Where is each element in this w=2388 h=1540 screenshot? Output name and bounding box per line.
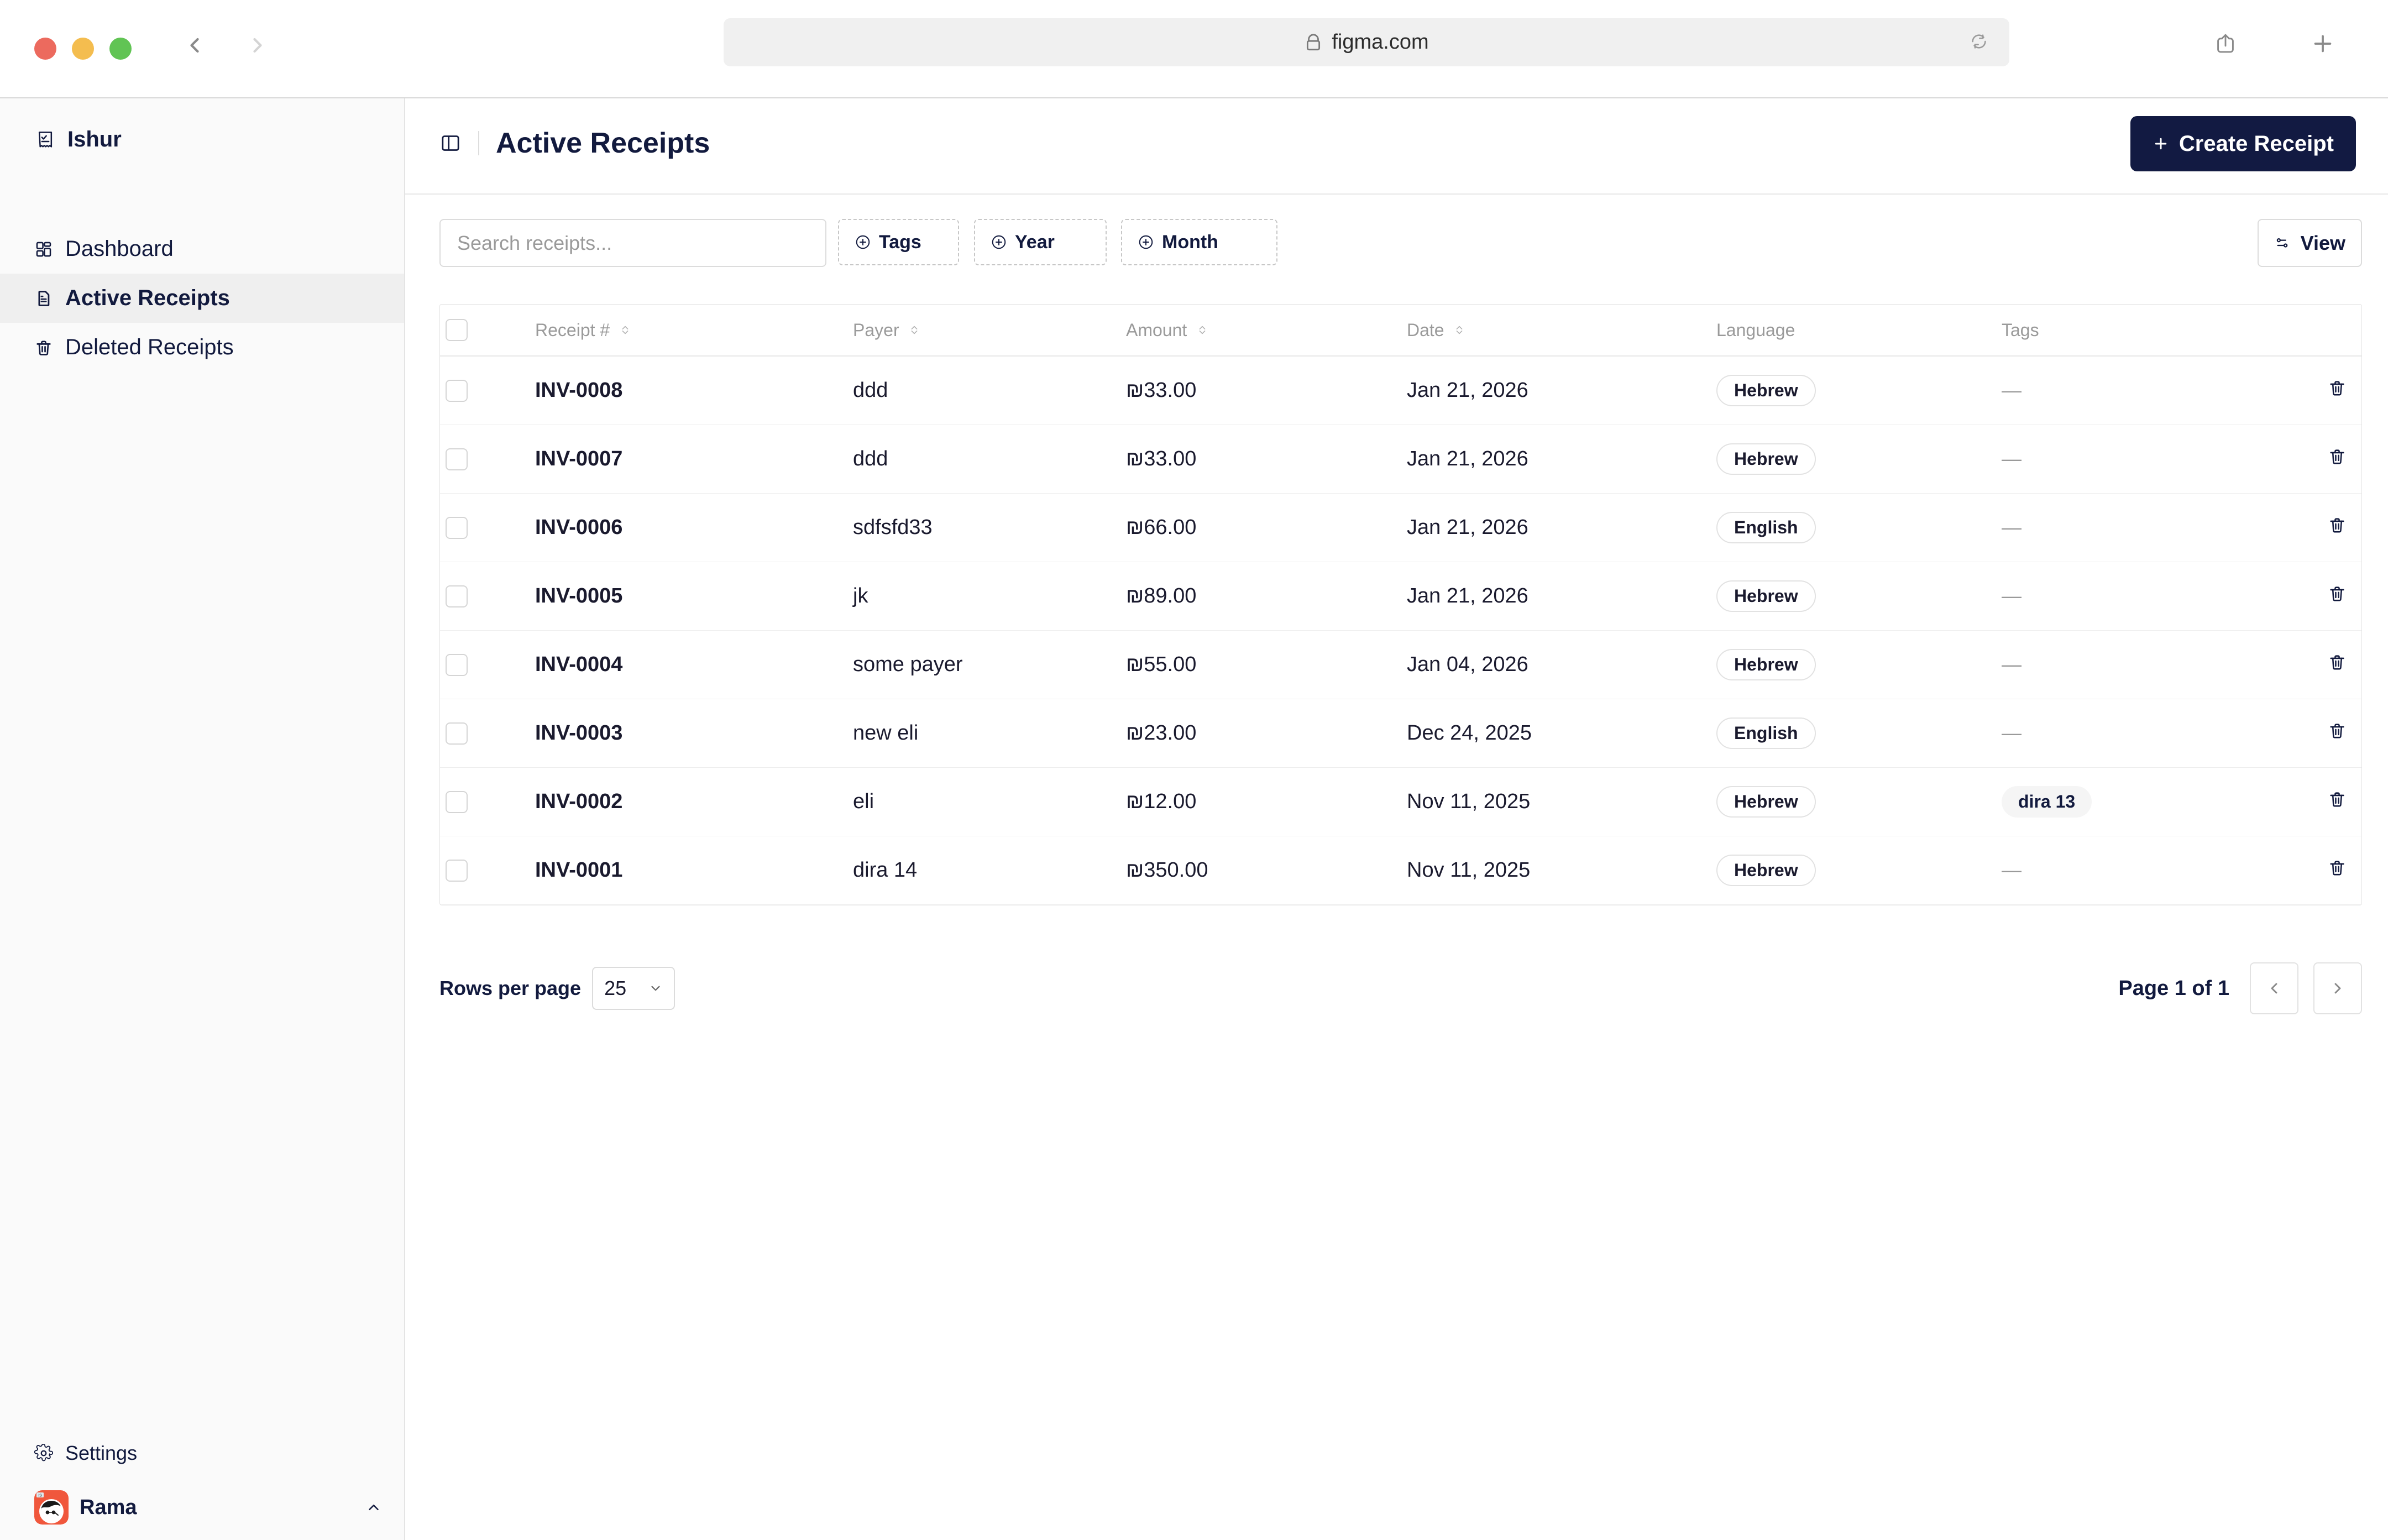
svg-text:IS: IS <box>38 1494 42 1497</box>
